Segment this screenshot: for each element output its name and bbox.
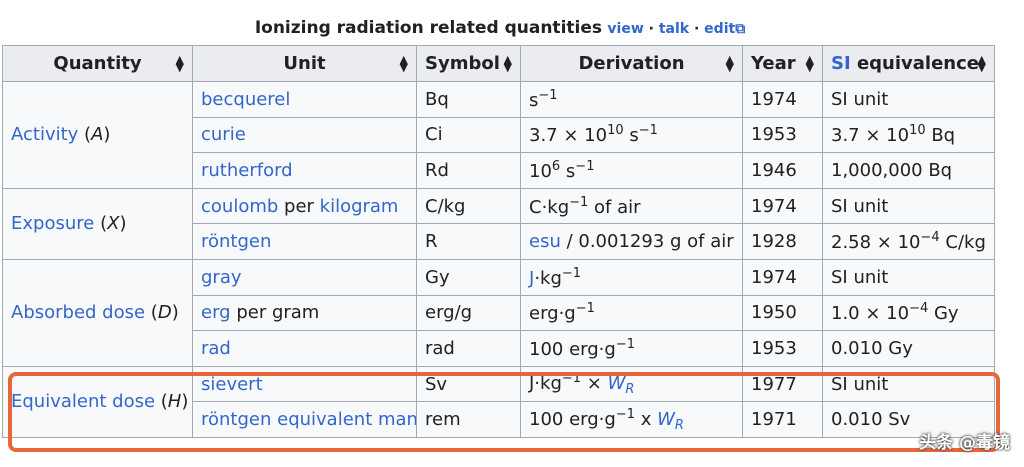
derivation-cell: 3.7 × 1010 s−1	[520, 116, 743, 154]
si-cell: 1.0 × 10−4 Gy	[822, 294, 995, 332]
unit-cell: erg per gram	[192, 294, 417, 332]
header-year[interactable]: Year ▲ ▼	[742, 45, 823, 82]
si-cell: 3.7 × 1010 Bq	[822, 116, 995, 154]
si-link[interactable]: SI	[831, 53, 851, 74]
symbol-cell: C/kg	[416, 187, 521, 225]
derivation-cell: C·kg−1 of air	[520, 187, 743, 225]
quantity-cell: Activity (A)	[2, 81, 193, 189]
year-cell: 1971	[742, 401, 823, 438]
quantity-link[interactable]: Activity	[11, 124, 79, 146]
unit-cell: becquerel	[192, 81, 417, 118]
table-row: röntgen equivalent man rem 100 erg·g−1 x…	[3, 401, 995, 438]
unit-cell: coulomb per kilogram	[192, 187, 417, 225]
watermark: 头条 @毒镜	[919, 433, 1010, 453]
quantity-cell: Absorbed dose (D)	[2, 258, 193, 367]
header-unit[interactable]: Unit ▲ ▼	[192, 45, 417, 82]
table-row: curie Ci 3.7 × 1010 s−1 1953 3.7 × 1010 …	[3, 116, 995, 154]
table-row: Equivalent dose (H) sievert Sv J·kg−1 × …	[2, 365, 995, 438]
separator: ·	[648, 21, 654, 37]
symbol-cell: Gy	[416, 258, 521, 296]
si-cell: 0.010 Gy	[822, 330, 995, 367]
symbol-cell: Rd	[416, 152, 521, 189]
quantity-link[interactable]: Exposure	[11, 213, 95, 235]
derivation-cell: 100 erg·g−1 x WR	[520, 401, 743, 438]
year-cell: 1953	[742, 330, 823, 367]
sort-icon[interactable]: ▲ ▼	[399, 52, 408, 74]
table-row: röntgen R esu / 0.001293 g of air 1928 2…	[3, 223, 995, 260]
quantity-link[interactable]: Equivalent dose	[11, 391, 156, 413]
derivation-cell: J·kg−1	[520, 258, 743, 296]
table-row: Absorbed dose (D) gray Gy J·kg−1 1974 SI…	[2, 258, 995, 367]
symbol-cell: Sv	[416, 365, 521, 403]
year-cell: 1950	[742, 294, 823, 332]
derivation-cell: s−1	[520, 81, 743, 118]
unit-cell: gray	[192, 258, 417, 296]
header-quantity[interactable]: Quantity ▲ ▼	[2, 45, 193, 82]
si-cell: SI unit	[822, 365, 995, 403]
sort-icon[interactable]: ▲ ▼	[503, 52, 512, 74]
view-link[interactable]: view	[607, 21, 644, 37]
sort-icon[interactable]: ▲ ▼	[805, 52, 814, 74]
header-symbol[interactable]: Symbol ▲ ▼	[416, 45, 521, 82]
symbol-cell: Bq	[416, 81, 521, 118]
si-cell: SI unit	[822, 258, 995, 296]
year-cell: 1953	[742, 116, 823, 154]
si-cell: 0.010 Sv	[822, 401, 995, 438]
table-row: rutherford Rd 106 s−1 1946 1,000,000 Bq	[3, 152, 995, 189]
symbol-cell: rem	[416, 401, 521, 438]
sort-icon[interactable]: ▲ ▼	[977, 52, 986, 74]
caption-title: Ionizing radiation related quantities	[254, 18, 602, 38]
quantity-cell: Equivalent dose (H)	[2, 365, 193, 438]
unit-cell: rad	[192, 330, 417, 367]
header-si-equivalence[interactable]: SI equivalence ▲ ▼	[822, 45, 995, 82]
header-row: Quantity ▲ ▼ Unit ▲ ▼ Symbol ▲ ▼ Derivation ▲ ▼ …	[2, 45, 995, 82]
derivation-cell: erg·g−1	[520, 294, 743, 332]
sort-icon[interactable]: ▲ ▼	[175, 52, 184, 74]
header-derivation[interactable]: Derivation ▲ ▼	[520, 45, 743, 82]
symbol-cell: R	[416, 223, 521, 260]
unit-cell: röntgen equivalent man	[192, 401, 417, 438]
derivation-cell: J·kg−1 × WR	[520, 365, 743, 403]
separator: ·	[693, 21, 700, 37]
symbol-cell: Ci	[416, 116, 521, 154]
quantity-link[interactable]: Absorbed dose	[11, 302, 146, 324]
year-cell: 1946	[742, 152, 823, 189]
si-cell: 1,000,000 Bq	[822, 152, 995, 189]
year-cell: 1977	[742, 365, 823, 403]
year-cell: 1974	[742, 81, 823, 118]
si-cell: SI unit	[822, 187, 995, 225]
radiation-quantities-table: Quantity ▲ ▼ Unit ▲ ▼ Symbol ▲ ▼ Derivation ▲ ▼ …	[2, 45, 995, 438]
table-caption: Ionizing radiation related quantities vi…	[0, 18, 1000, 38]
year-cell: 1928	[742, 223, 823, 260]
unit-cell: röntgen	[192, 223, 417, 260]
derivation-cell: 106 s−1	[520, 152, 743, 189]
quantity-cell: Exposure (X)	[2, 187, 193, 260]
table-row: erg per gram erg/g erg·g−1 1950 1.0 × 10…	[3, 294, 995, 332]
sort-icon[interactable]: ▲ ▼	[725, 52, 734, 74]
table-row: Activity (A) becquerel Bq s−1 1974 SI un…	[2, 81, 995, 189]
talk-link[interactable]: talk	[658, 21, 690, 37]
derivation-cell: esu / 0.001293 g of air	[520, 223, 743, 260]
caption-links: view · talk · edit⧉	[607, 21, 745, 37]
edit-link[interactable]: edit⧉	[704, 21, 746, 37]
year-cell: 1974	[742, 258, 823, 296]
year-cell: 1974	[742, 187, 823, 225]
si-cell: 2.58 × 10−4 C/kg	[822, 223, 995, 260]
unit-cell: rutherford	[192, 152, 417, 189]
table-row: Exposure (X) coulomb per kilogram C/kg C…	[2, 187, 995, 260]
derivation-cell: 100 erg·g−1	[520, 330, 743, 367]
external-link-icon: ⧉	[735, 21, 746, 37]
symbol-cell: rad	[416, 330, 521, 367]
si-cell: SI unit	[822, 81, 995, 118]
symbol-cell: erg/g	[416, 294, 521, 332]
unit-cell: curie	[192, 116, 417, 154]
unit-cell: sievert	[192, 365, 417, 403]
